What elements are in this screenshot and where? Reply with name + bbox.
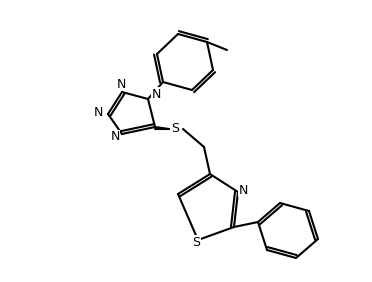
Text: N: N xyxy=(238,184,248,197)
Text: S: S xyxy=(192,235,200,248)
Text: N: N xyxy=(110,131,120,144)
Text: N: N xyxy=(116,78,126,91)
Text: N: N xyxy=(151,87,161,100)
Text: S: S xyxy=(171,122,179,135)
Text: N: N xyxy=(93,105,103,118)
